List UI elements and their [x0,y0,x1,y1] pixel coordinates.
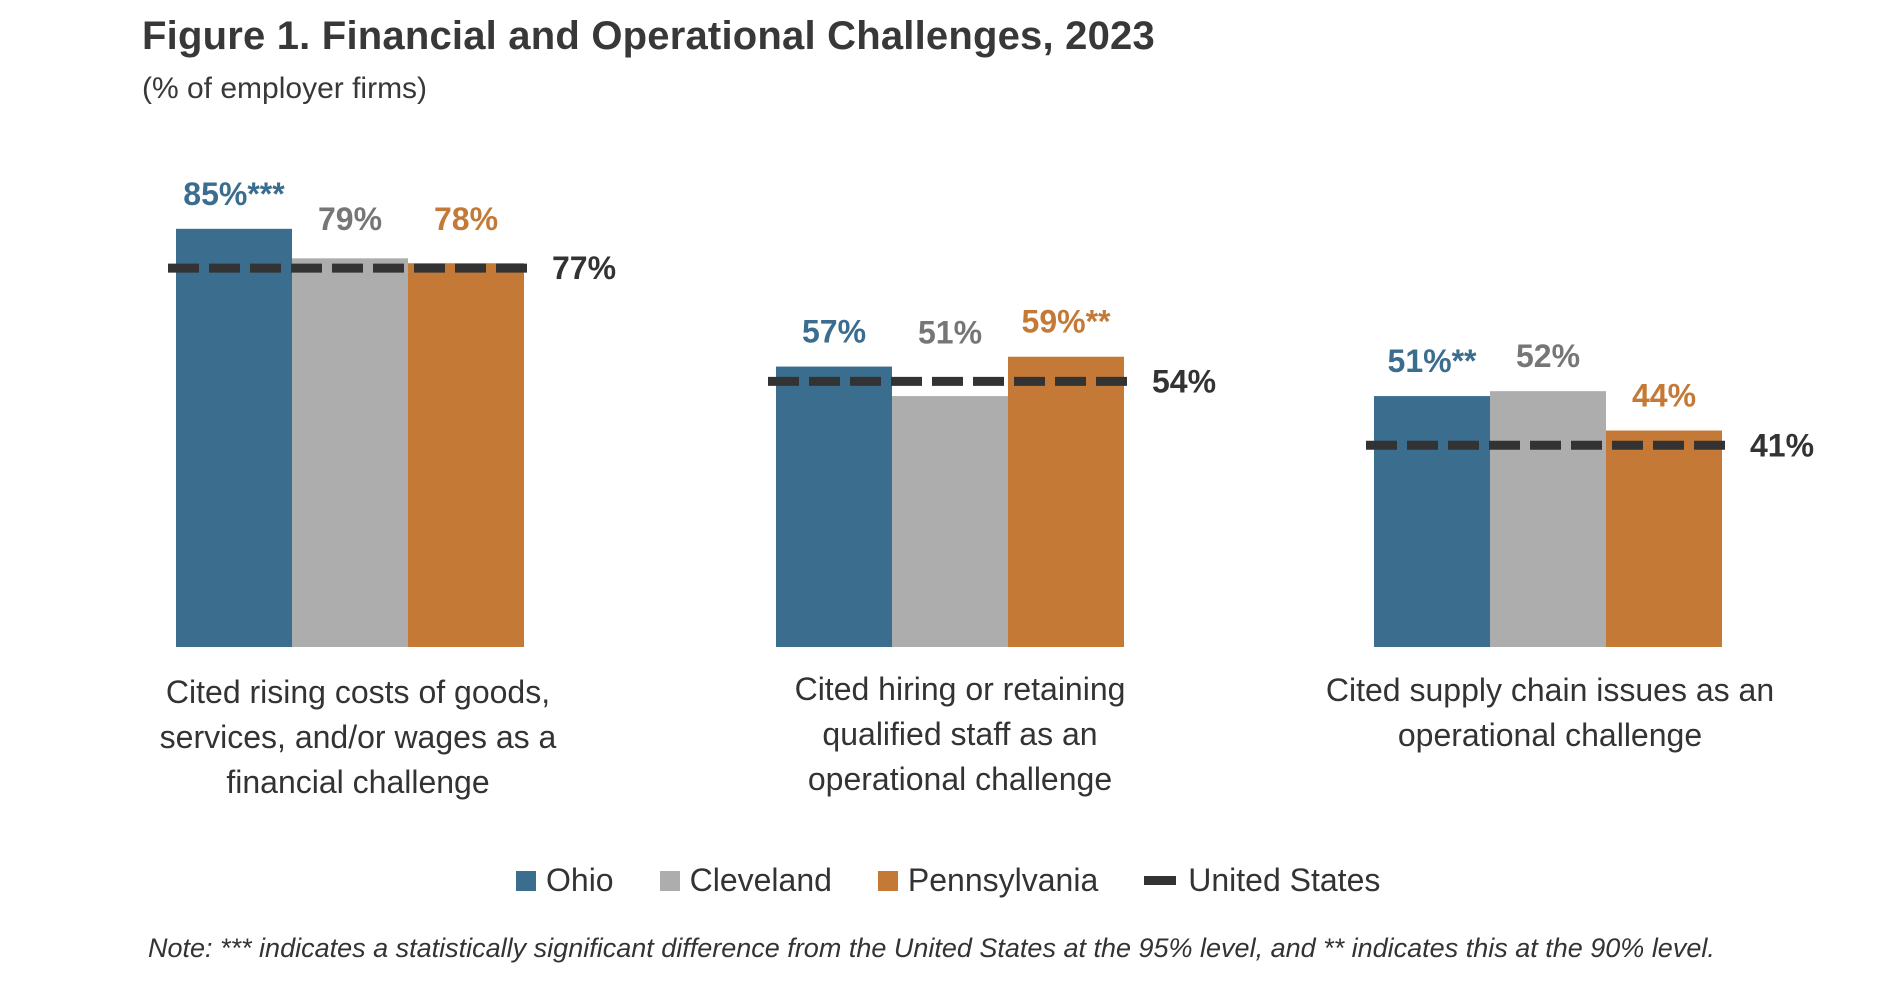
data-label-cleveland-0: 79% [318,201,382,237]
data-label-pennsylvania-1: 59%** [1022,304,1112,340]
bar-pennsylvania-2 [1606,430,1722,647]
data-label-pennsylvania-2: 44% [1632,378,1696,414]
legend-label-cleveland: Cleveland [689,862,832,898]
legend: Ohio Cleveland Pennsylvania United State… [516,862,1426,899]
chart-title: Figure 1. Financial and Operational Chal… [142,14,1155,58]
bar-cleveland-1 [892,396,1008,647]
data-label-united-states-1: 54% [1152,363,1216,399]
bar-pennsylvania-1 [1008,356,1124,647]
legend-dash-united-states [1144,876,1177,885]
category-label-rising-costs: Cited rising costs of goods, services, a… [159,674,557,800]
legend-swatch-ohio [516,870,536,891]
category-label-supply-chain: Cited supply chain issues as an operatio… [1325,672,1775,753]
legend-item-pennsylvania: Pennsylvania [877,862,1099,899]
data-label-ohio-0: 85%*** [183,176,285,212]
legend-item-ohio: Ohio [516,862,614,899]
bar-pennsylvania-0 [408,263,524,647]
bar-cleveland-2 [1490,391,1606,647]
legend-swatch-cleveland [659,870,680,891]
data-label-united-states-0: 77% [552,250,616,286]
legend-label-united-states: United States [1188,862,1381,898]
data-label-cleveland-1: 51% [918,314,982,350]
legend-item-cleveland: Cleveland [659,862,832,899]
bar-ohio-2 [1374,396,1490,647]
data-label-united-states-2: 41% [1750,427,1814,463]
legend-item-united-states: United States [1144,862,1380,899]
bar-ohio-1 [776,366,892,647]
bar-ohio-0 [176,228,292,648]
chart-subtitle: (% of employer firms) [142,72,428,105]
legend-label-ohio: Ohio [546,862,614,898]
footnote: Note: *** indicates a statistically sign… [148,933,1715,963]
legend-label-pennsylvania: Pennsylvania [907,862,1099,898]
data-label-pennsylvania-0: 78% [434,201,498,237]
bar-cleveland-0 [292,258,408,647]
category-label-hiring: Cited hiring or retaining qualified staf… [794,671,1126,797]
data-label-ohio-1: 57% [802,314,866,350]
legend-swatch-pennsylvania [877,870,898,891]
data-label-cleveland-2: 52% [1516,338,1580,374]
data-label-ohio-2: 51%** [1388,343,1478,379]
